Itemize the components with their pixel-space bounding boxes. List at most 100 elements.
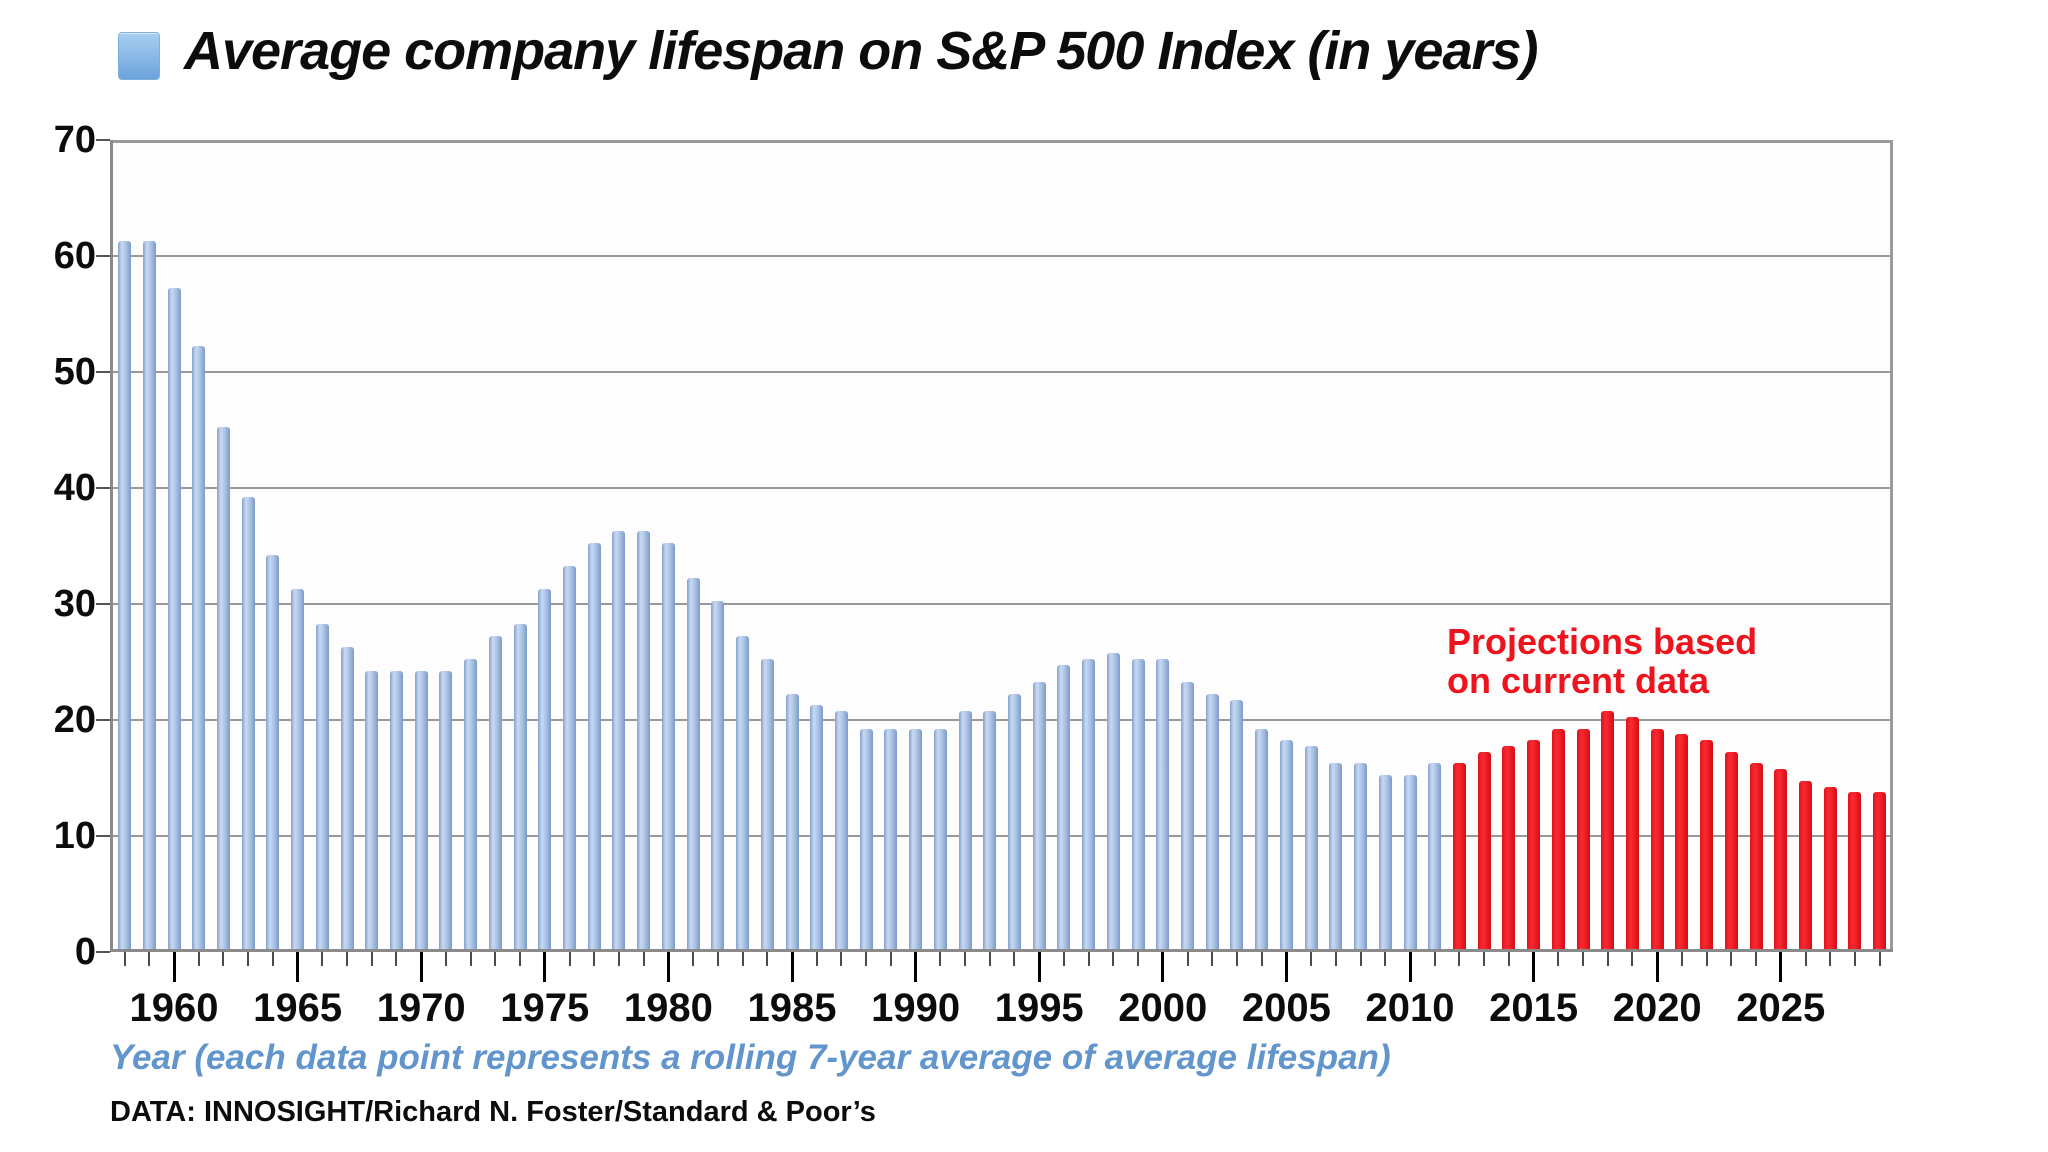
x-axis-tick [148, 952, 151, 966]
x-axis-tick [1260, 952, 1263, 966]
y-axis-tick [96, 835, 110, 837]
bar [1749, 763, 1763, 949]
x-axis-tick [444, 952, 447, 966]
bar [414, 670, 428, 949]
x-axis-tick [346, 952, 349, 966]
x-axis-tick [692, 952, 695, 966]
x-axis-tick [790, 952, 794, 982]
bar [563, 566, 577, 949]
x-axis-label: 1975 [500, 986, 590, 1030]
x-axis-tick [1186, 952, 1189, 966]
x-axis-label: 1965 [253, 986, 343, 1030]
bar [1428, 763, 1442, 949]
x-axis-tick [519, 952, 522, 966]
bar [661, 543, 675, 949]
x-axis-tick [197, 952, 200, 966]
x-axis-tick [1705, 952, 1708, 966]
chart-title: Average company lifespan on S&P 500 Inde… [184, 21, 1539, 81]
bar [1576, 728, 1590, 949]
x-axis-tick [642, 952, 645, 966]
bar [1848, 792, 1862, 949]
bar [1551, 728, 1565, 949]
bar [513, 624, 527, 949]
x-axis-tick [1062, 952, 1065, 966]
bar [1181, 682, 1195, 949]
bar [785, 693, 799, 949]
x-axis-tick [865, 952, 868, 966]
x-axis-tick [964, 952, 967, 966]
y-axis-tick [96, 371, 110, 373]
x-axis-tick [716, 952, 719, 966]
x-axis-tick [247, 952, 250, 966]
x-axis-tick [543, 952, 547, 982]
x-axis-tick [222, 952, 225, 966]
bar [1675, 734, 1689, 949]
x-axis-tick [370, 952, 373, 966]
bar [1082, 659, 1096, 949]
y-axis-label: 60 [53, 235, 96, 277]
y-axis-label: 10 [53, 815, 96, 857]
projection-annotation-line2: on current data [1447, 660, 1710, 701]
gridline [110, 255, 1893, 257]
x-axis-label: 1995 [994, 986, 1084, 1030]
x-axis-tick [1087, 952, 1090, 966]
x-axis-line [110, 949, 1893, 952]
bar [958, 711, 972, 949]
bar [983, 711, 997, 949]
x-axis-tick [1680, 952, 1683, 966]
x-axis-label: 2000 [1118, 986, 1208, 1030]
x-axis-tick [1458, 952, 1461, 966]
x-axis-tick [1408, 952, 1412, 982]
bar [612, 531, 626, 949]
x-axis-tick [1433, 952, 1436, 966]
x-axis-tick [1878, 952, 1881, 966]
bar [1477, 751, 1491, 949]
bar [834, 711, 848, 949]
data-source: DATA: INNOSIGHT/Richard N. Foster/Standa… [110, 1096, 876, 1128]
x-axis-label: 2015 [1489, 986, 1579, 1030]
projection-annotation-line1: Projections based [1447, 621, 1758, 662]
x-axis-tick [741, 952, 744, 966]
x-axis-tick [469, 952, 472, 966]
x-axis-label: 1960 [129, 986, 219, 1030]
x-axis-label: 1985 [747, 986, 837, 1030]
gridline [110, 719, 1893, 721]
x-axis-tick [1161, 952, 1165, 982]
x-axis-tick [1557, 952, 1560, 966]
x-axis-tick [840, 952, 843, 966]
bar [637, 531, 651, 949]
bar [1378, 775, 1392, 949]
bar [1205, 693, 1219, 949]
x-axis-tick [1779, 952, 1783, 982]
bar [464, 659, 478, 949]
x-axis-tick [321, 952, 324, 966]
x-axis-tick [1532, 952, 1536, 982]
x-axis-tick [815, 952, 818, 966]
x-axis-tick [1507, 952, 1510, 966]
x-axis-tick [296, 952, 300, 982]
y-axis-label: 20 [53, 699, 96, 741]
bar [1032, 682, 1046, 949]
x-axis-tick [123, 952, 126, 966]
x-axis-label: 2010 [1365, 986, 1455, 1030]
x-axis-tick [1137, 952, 1140, 966]
x-axis-tick [1359, 952, 1362, 966]
x-axis-tick [1829, 952, 1832, 966]
bar [1774, 769, 1788, 949]
y-axis-label: 30 [53, 583, 96, 625]
bar [1625, 717, 1639, 949]
x-axis-tick [889, 952, 892, 966]
x-axis-tick [666, 952, 670, 982]
plot-border-top [110, 140, 1893, 143]
bar [1601, 711, 1615, 949]
bar [1329, 763, 1343, 949]
x-axis-label: 1990 [871, 986, 961, 1030]
y-axis-tick [96, 603, 110, 605]
x-axis-tick [568, 952, 571, 966]
x-axis-tick [1582, 952, 1585, 966]
x-axis-tick [1284, 952, 1288, 982]
x-axis-tick [1235, 952, 1238, 966]
bar [1700, 740, 1714, 949]
x-axis-tick [1013, 952, 1016, 966]
